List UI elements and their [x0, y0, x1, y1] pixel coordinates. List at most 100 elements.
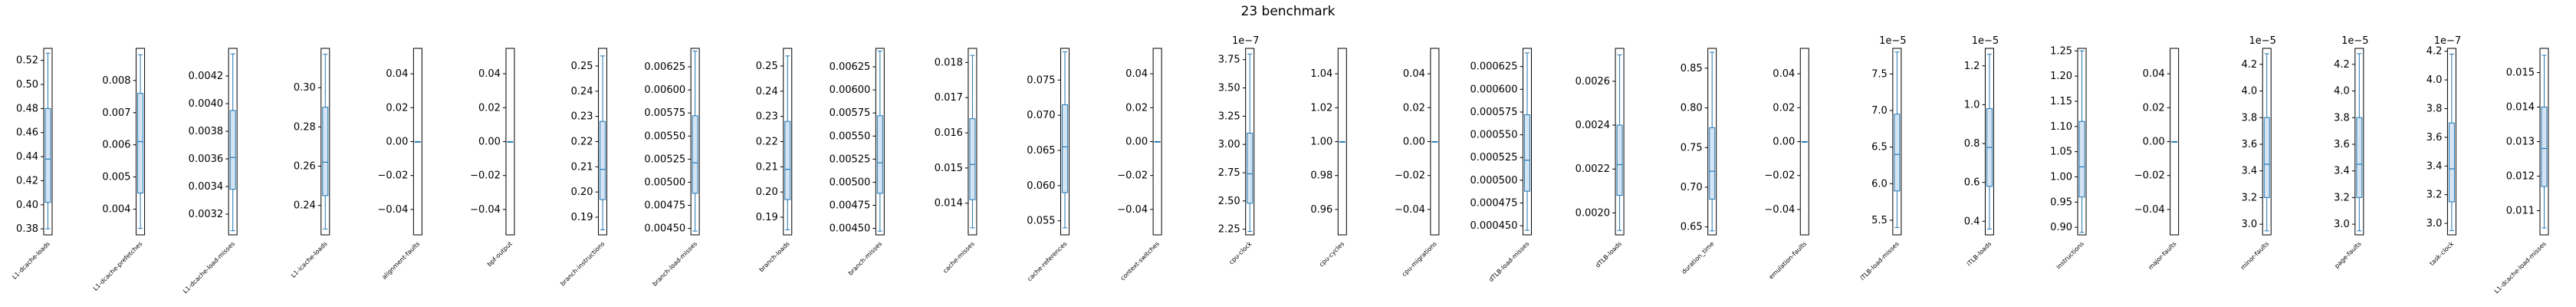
y-tick-label: 1.05: [2050, 147, 2072, 158]
y-tick-label: −0.04: [1395, 204, 1425, 216]
y-tick-label: 0.016: [935, 127, 963, 139]
iqr-box: [1523, 114, 1530, 192]
axes-frame: [968, 48, 978, 236]
axis-exponent-label: 1e−5: [1972, 35, 1999, 47]
y-tick-label: −0.02: [1764, 170, 1795, 182]
axes-frame: [1984, 48, 1994, 236]
x-label: cache-references: [1026, 240, 1068, 282]
panel-16: 0.000450 0.000475 0.000500 0.000525 0.000550…: [1470, 48, 1532, 283]
axes-frame: [1522, 48, 1532, 236]
y-tick-label: 0.40: [16, 200, 38, 211]
y-tick-label: 0.75: [1681, 142, 1703, 154]
x-label: cpu-migrations: [1401, 240, 1438, 278]
y-tick-label: 0.018: [935, 57, 963, 68]
panel-13: 2.25 2.50 2.75 3.00 3.25 3.50 3.75 1e−7 cpu-cloc…: [1218, 35, 1260, 266]
axes-frame: [875, 48, 885, 236]
y-tick-label: 0.4: [1964, 216, 1980, 227]
y-tick-label: 0.85: [1681, 63, 1703, 74]
y-tick-label: 3.6: [2426, 132, 2443, 144]
y-tick-label: 1.00: [2050, 171, 2072, 183]
axes-frame: [320, 48, 330, 236]
y-tick-label: 0.00600: [644, 84, 685, 96]
y-tick-label: −0.02: [1395, 170, 1425, 182]
panel-21: 0.4 0.6 0.8 1.0 1.2 1e−5 iTLB-loads: [1964, 35, 1999, 268]
x-label: emulation-faults: [1768, 240, 1809, 281]
axes-frame: [690, 48, 700, 236]
y-tick-label: 0.055: [1027, 216, 1055, 227]
y-tick-label: 4.0: [2334, 86, 2350, 97]
y-tick-label: 3.6: [2242, 139, 2258, 150]
iqr-box: [1062, 104, 1069, 193]
iqr-box: [692, 115, 698, 194]
y-tick-label: 0.00: [2143, 137, 2165, 148]
y-tick-label: 0.014: [2506, 102, 2535, 114]
y-tick-label: 0.000625: [1470, 61, 1517, 73]
iqr-box: [137, 93, 144, 194]
panel-4: −0.04 −0.02 0.00 0.02 0.04 alignment-faults: [378, 48, 422, 281]
y-tick-label: 0.004: [102, 203, 130, 215]
y-tick-label: 0.00500: [644, 177, 685, 188]
y-tick-label: 0.24: [294, 200, 316, 212]
iqr-box: [600, 120, 606, 200]
y-tick-label: 0.00575: [644, 107, 685, 119]
y-tick-label: 0.02: [1403, 102, 1425, 114]
y-tick-label: 0.000550: [1470, 130, 1517, 141]
y-tick-label: 0.25: [571, 61, 593, 72]
iqr-box: [1894, 114, 1901, 192]
panel-11: 0.055 0.060 0.065 0.070 0.075 cache-reference…: [1026, 48, 1070, 282]
y-tick-label: 3.2: [2426, 190, 2443, 201]
panel-15: −0.04 −0.02 0.00 0.02 0.04 cpu-migrations: [1395, 48, 1440, 278]
iqr-box: [876, 115, 883, 194]
axes-frame: [2446, 48, 2456, 236]
x-label: duration_time: [1681, 240, 1716, 276]
panel-26: 3.0 3.2 3.4 3.6 3.8 4.0 4.21e−7 task-clock: [2426, 35, 2461, 267]
y-tick-label: 0.0032: [189, 209, 224, 220]
y-tick-label: 3.25: [1218, 111, 1240, 122]
y-tick-label: 0.017: [935, 92, 963, 104]
x-label: iTLB-loads: [1966, 240, 1993, 268]
panel-22: 0.90 0.95 1.00 1.05 1.10 1.15 1.20 1.25 instruct…: [2050, 45, 2087, 271]
y-tick-label: 0.21: [571, 161, 593, 173]
y-tick-label: 0.0022: [1576, 163, 1611, 175]
y-tick-label: 0.00525: [644, 154, 685, 165]
y-tick-label: 0.011: [2506, 206, 2535, 217]
y-tick-label: 0.015: [935, 163, 963, 174]
y-tick-label: 4.2: [2334, 59, 2350, 71]
y-tick-label: 0.00575: [830, 107, 871, 119]
y-tick-label: 0.00: [1403, 137, 1425, 148]
panel-19: −0.04 −0.02 0.00 0.02 0.04 emulation-faults: [1764, 48, 1809, 281]
y-tick-label: 0.23: [571, 111, 593, 123]
y-tick-label: 4.2: [2242, 59, 2258, 71]
y-tick-label: 0.04: [1125, 68, 1148, 80]
iqr-box: [2078, 120, 2085, 198]
y-tick-label: 0.22: [571, 137, 593, 148]
axes-frame: [1245, 48, 1255, 236]
y-tick-label: 0.04: [386, 68, 408, 80]
x-label: dTLB-load-misses: [1487, 240, 1530, 283]
panel-1: 0.004 0.005 0.006 0.007 0.008 L1-dcache-prefe…: [92, 48, 146, 292]
x-label: minor-faults: [2239, 240, 2270, 271]
y-tick-label: 0.0020: [1576, 207, 1611, 219]
y-tick-label: −0.04: [1764, 204, 1795, 216]
panel-25: 3.0 3.2 3.4 3.6 3.8 4.0 4.2 1e−5 page-faults: [2333, 35, 2368, 269]
y-tick-label: 0.000475: [1470, 198, 1517, 210]
y-tick-label: 0.0040: [189, 98, 224, 110]
y-tick-label: 0.19: [756, 212, 778, 223]
panel-9: 0.00450 0.00475 0.00500 0.00525 0.00550 0.005…: [830, 48, 885, 277]
y-tick-label: 1.25: [2050, 45, 2072, 57]
y-tick-label: 0.02: [1125, 102, 1148, 114]
y-tick-label: 0.0036: [189, 154, 224, 165]
y-tick-label: 0.28: [294, 121, 316, 133]
y-tick-label: 1.10: [2050, 121, 2072, 133]
y-tick-label: 0.23: [756, 111, 778, 123]
y-tick-label: −0.04: [378, 204, 409, 216]
panel-5: −0.04 −0.02 0.00 0.02 0.04 bpf-output: [470, 48, 515, 268]
panel-6: 0.19 0.20 0.21 0.22 0.23 0.24 0.25 branch-instr…: [559, 48, 608, 287]
y-tick-label: 0.24: [756, 86, 778, 97]
y-tick-label: 4.0: [2426, 74, 2443, 86]
y-tick-label: 3.8: [2242, 112, 2258, 124]
y-tick-label: 0.0038: [189, 126, 224, 137]
y-tick-label: 0.00: [478, 137, 501, 148]
x-label: branch-load-misses: [651, 240, 698, 288]
y-tick-label: 0.02: [386, 102, 408, 114]
